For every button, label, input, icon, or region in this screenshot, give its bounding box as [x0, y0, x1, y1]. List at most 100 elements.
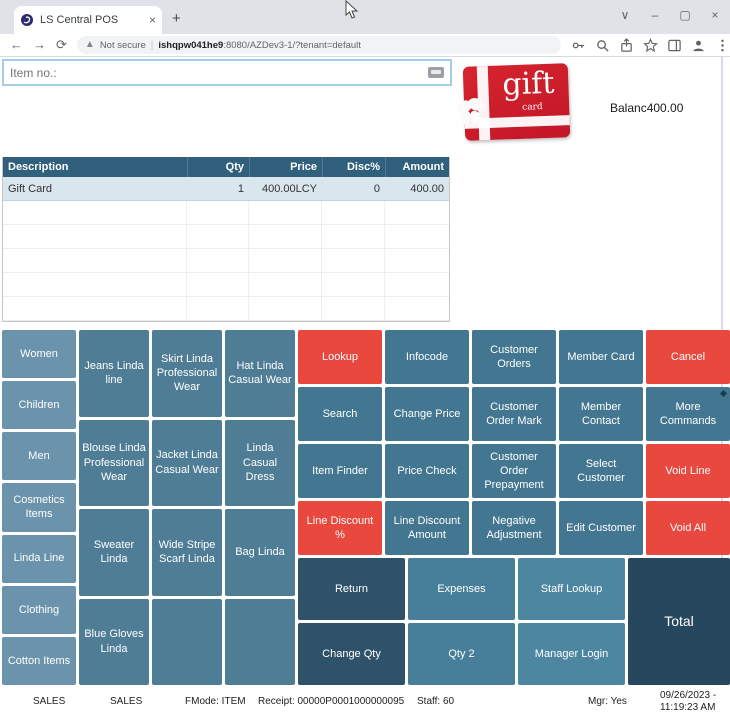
col-qty: Qty — [187, 157, 249, 177]
status-time: 11:19:23 AM — [660, 702, 716, 713]
change-qty-button[interactable]: Change Qty — [298, 623, 405, 685]
customer-order-mark-button[interactable]: Customer Order Mark — [472, 387, 556, 441]
forward-icon[interactable]: → — [33, 37, 46, 52]
balance-label: Balanc — [610, 101, 647, 115]
line-discount-percent-button[interactable]: Line Discount % — [298, 501, 382, 555]
browser-toolbar: ← → ⟳ ▲ Not secure | ishqpw041he9:8080/A… — [0, 34, 730, 57]
price-check-button[interactable]: Price Check — [385, 444, 469, 498]
col-disc: Disc% — [322, 157, 385, 177]
edit-customer-button[interactable]: Edit Customer — [559, 501, 643, 555]
category-button-cosmetics-items[interactable]: Cosmetics Items — [2, 483, 76, 532]
window-menu-icon[interactable]: ∨ — [620, 8, 630, 22]
browser-tab[interactable]: LS Central POS × — [14, 6, 162, 34]
item-button-hat-linda-casual-wear[interactable]: Hat Linda Casual Wear — [225, 330, 295, 417]
reload-icon[interactable]: ⟳ — [56, 37, 67, 52]
category-button-cotton-items[interactable]: Cotton Items — [2, 636, 76, 685]
member-card-button[interactable]: Member Card — [559, 330, 643, 384]
expenses-button[interactable]: Expenses — [408, 558, 515, 620]
profile-avatar-icon[interactable] — [691, 38, 706, 53]
window-minimize-icon[interactable]: – — [651, 8, 659, 22]
manager-login-button[interactable]: Manager Login — [518, 623, 625, 685]
item-button-linda-casual-dress[interactable]: Linda Casual Dress — [225, 419, 295, 506]
change-price-button[interactable]: Change Price — [385, 387, 469, 441]
not-secure-warning-icon: ▲ — [84, 39, 95, 50]
line-discount-amount-button[interactable]: Line Discount Amount — [385, 501, 469, 555]
tab-strip: LS Central POS × + ∨ – ▢ × — [0, 0, 730, 34]
bottom-button-grid: Return Expenses Staff Lookup Change Qty … — [298, 558, 730, 685]
qty-2-button[interactable]: Qty 2 — [408, 623, 515, 685]
more-commands-diamond-icon — [719, 389, 728, 398]
gift-card-image: gift card — [454, 63, 571, 141]
balance-value: 400.00 — [646, 101, 684, 115]
item-button-jacket-linda-casual-wear[interactable]: Jacket Linda Casual Wear — [152, 419, 222, 506]
side-panel-icon[interactable] — [667, 38, 682, 53]
search-button[interactable]: Search — [298, 387, 382, 441]
cell-amount: 400.00 — [410, 182, 444, 195]
customer-order-prepayment-button[interactable]: Customer Order Prepayment — [472, 444, 556, 498]
gift-card-bow — [454, 95, 487, 126]
table-empty-row — [3, 225, 449, 249]
return-button[interactable]: Return — [298, 558, 405, 620]
cell-disc: 0 — [373, 182, 380, 195]
status-receipt: Receipt: 00000P0001000000095 — [258, 696, 405, 707]
lookup-button[interactable]: Lookup — [298, 330, 382, 384]
item-button-sweater-linda[interactable]: Sweater Linda — [79, 509, 149, 596]
url-divider: | — [150, 39, 154, 51]
item-button-jeans-linda-line[interactable]: Jeans Linda line — [79, 330, 149, 417]
staff-lookup-button[interactable]: Staff Lookup — [518, 558, 625, 620]
status-mgr: Mgr: Yes — [588, 696, 627, 707]
item-no-field-wrap — [2, 59, 452, 86]
zoom-icon[interactable] — [595, 38, 610, 53]
window-maximize-icon[interactable]: ▢ — [679, 8, 691, 22]
table-row[interactable]: Gift Card 1 400.00LCY 0 400.00 — [3, 177, 449, 201]
keyboard-icon[interactable] — [428, 67, 444, 78]
category-button-children[interactable]: Children — [2, 381, 76, 430]
item-button-wide-stripe-scarf-linda[interactable]: Wide Stripe Scarf Linda — [152, 509, 222, 596]
share-icon[interactable] — [619, 37, 634, 53]
item-button-empty[interactable] — [152, 598, 222, 685]
col-amount: Amount — [385, 157, 449, 177]
cell-price: 400.00LCY — [261, 182, 317, 195]
member-contact-button[interactable]: Member Contact — [559, 387, 643, 441]
item-button-bag-linda[interactable]: Bag Linda — [225, 509, 295, 596]
status-staff: Staff: 60 — [417, 696, 455, 707]
item-button-skirt-linda-professional-wear[interactable]: Skirt Linda Professional Wear — [152, 330, 222, 417]
more-commands-button[interactable]: More Commands — [646, 387, 730, 441]
url-text: ishqpw041he9:8080/AZDev3-1/?tenant=defau… — [158, 40, 361, 51]
customer-orders-button[interactable]: Customer Orders — [472, 330, 556, 384]
select-customer-button[interactable]: Select Customer — [559, 444, 643, 498]
back-icon[interactable]: ← — [10, 37, 23, 52]
void-line-button[interactable]: Void Line — [646, 444, 730, 498]
tab-close-icon[interactable]: × — [148, 13, 156, 27]
category-button-clothing[interactable]: Clothing — [2, 585, 76, 634]
not-secure-label: Not secure — [99, 39, 146, 51]
category-button-men[interactable]: Men — [2, 432, 76, 481]
infocode-button[interactable]: Infocode — [385, 330, 469, 384]
item-finder-button[interactable]: Item Finder — [298, 444, 382, 498]
category-button-column: Women Children Men Cosmetics Items Linda… — [2, 330, 76, 685]
status-sales-2: SALES — [110, 696, 143, 707]
mouse-cursor — [345, 0, 358, 19]
menu-dots-icon[interactable] — [715, 38, 730, 53]
void-all-button[interactable]: Void All — [646, 501, 730, 555]
item-no-input[interactable] — [10, 65, 428, 80]
bookmark-star-icon[interactable] — [643, 37, 658, 53]
item-button-blouse-linda-professional-wear[interactable]: Blouse Linda Professional Wear — [79, 419, 149, 506]
password-key-icon[interactable] — [571, 38, 586, 53]
col-price: Price — [249, 157, 322, 177]
cancel-button[interactable]: Cancel — [646, 330, 730, 384]
new-tab-button[interactable]: + — [172, 10, 181, 27]
ls-central-favicon — [21, 14, 33, 26]
window-close-icon[interactable]: × — [711, 8, 719, 22]
gift-card-word2: card — [522, 102, 543, 113]
address-bar[interactable]: ▲ Not secure | ishqpw041he9:8080/AZDev3-… — [76, 36, 561, 54]
category-button-women[interactable]: Women — [2, 330, 76, 379]
total-button[interactable]: Total — [628, 558, 730, 685]
item-button-empty[interactable] — [225, 598, 295, 685]
item-button-grid: Jeans Linda line Skirt Linda Professiona… — [79, 330, 295, 685]
category-button-linda-line[interactable]: Linda Line — [2, 534, 76, 583]
negative-adjustment-button[interactable]: Negative Adjustment — [472, 501, 556, 555]
item-button-blue-gloves-linda[interactable]: Blue Gloves Linda — [79, 598, 149, 685]
status-bar: SALES SALES FMode: ITEM Receipt: 00000P0… — [0, 687, 730, 716]
